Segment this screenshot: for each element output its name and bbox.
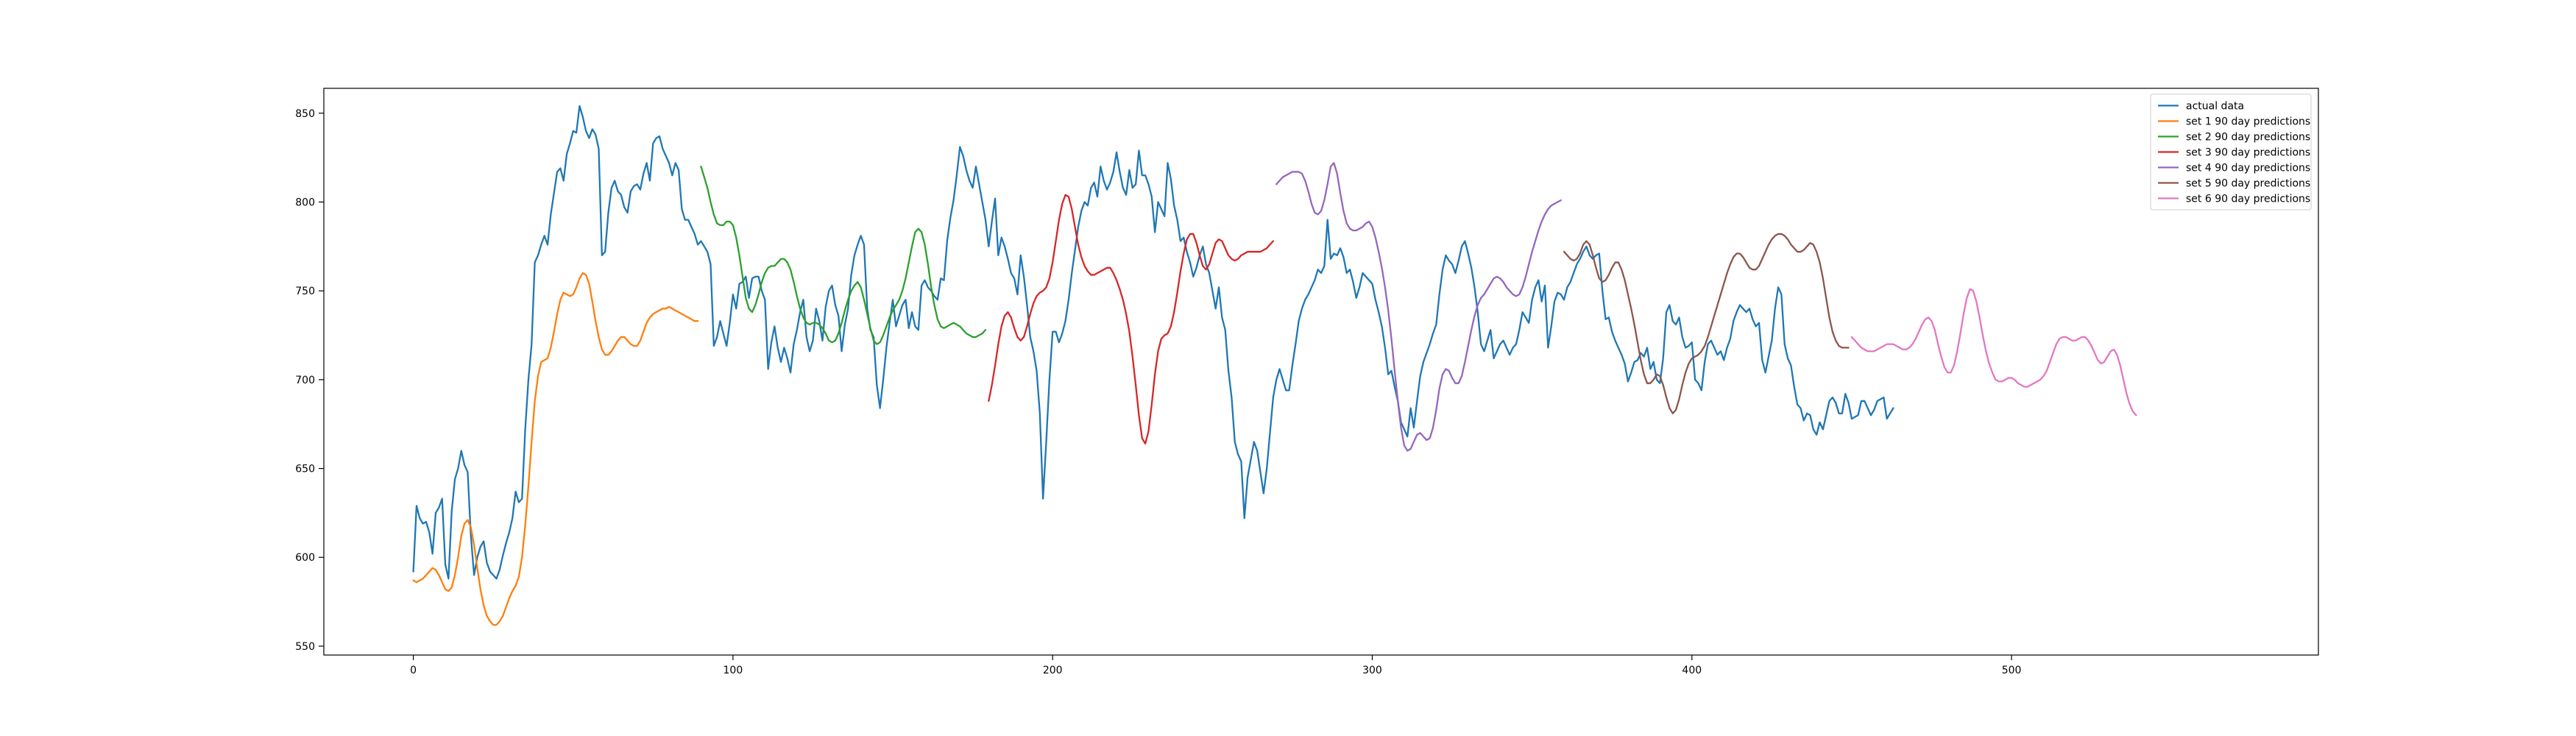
series-line-set-4-90-day-predictions (1275, 162, 1562, 452)
series-line-actual-data (412, 105, 1894, 580)
series-layer (412, 105, 2137, 626)
legend-label-set-1-90-day-predictions: set 1 90 day predictions (2186, 116, 2310, 128)
x-axis: 0 100 200 300 400 500 (410, 655, 2021, 676)
series-line-set-6-90-day-predictions (1850, 288, 2137, 417)
legend-box (2150, 93, 2312, 210)
plot-frame (323, 88, 2319, 656)
series-line-set-2-90-day-predictions (700, 166, 987, 345)
legend-label-set-5-90-day-predictions: set 5 90 day predictions (2186, 178, 2310, 190)
x-tick-label: 300 (1362, 665, 1382, 676)
x-tick-label: 400 (1682, 665, 1702, 676)
legend-label-set-4-90-day-predictions: set 4 90 day predictions (2186, 163, 2310, 174)
y-tick-label: 800 (295, 197, 315, 208)
x-tick-label: 500 (2002, 665, 2022, 676)
x-tick-label: 0 (410, 665, 417, 676)
legend-label-set-3-90-day-predictions: set 3 90 day predictions (2186, 147, 2310, 159)
x-tick-label: 100 (723, 665, 743, 676)
y-tick-label: 700 (295, 375, 315, 386)
series-line-set-3-90-day-predictions (988, 194, 1275, 445)
y-tick-label: 550 (295, 641, 315, 653)
plot-area (324, 88, 2318, 655)
legend: actual data set 1 90 day predictions set 2… (2150, 93, 2312, 210)
legend-label-actual-data: actual data (2186, 101, 2244, 113)
y-tick-label: 600 (295, 552, 315, 564)
y-axis: 550 600 650 700 750 800 850 (295, 108, 324, 653)
series-line-set-5-90-day-predictions (1563, 233, 1850, 414)
legend-label-set-2-90-day-predictions: set 2 90 day predictions (2186, 132, 2310, 144)
y-tick-label: 650 (295, 464, 315, 475)
y-tick-label: 850 (295, 108, 315, 120)
y-tick-label: 750 (295, 286, 315, 297)
series-line-set-1-90-day-predictions (412, 272, 699, 626)
x-tick-label: 200 (1043, 665, 1063, 676)
legend-label-set-6-90-day-predictions: set 6 90 day predictions (2186, 194, 2310, 205)
